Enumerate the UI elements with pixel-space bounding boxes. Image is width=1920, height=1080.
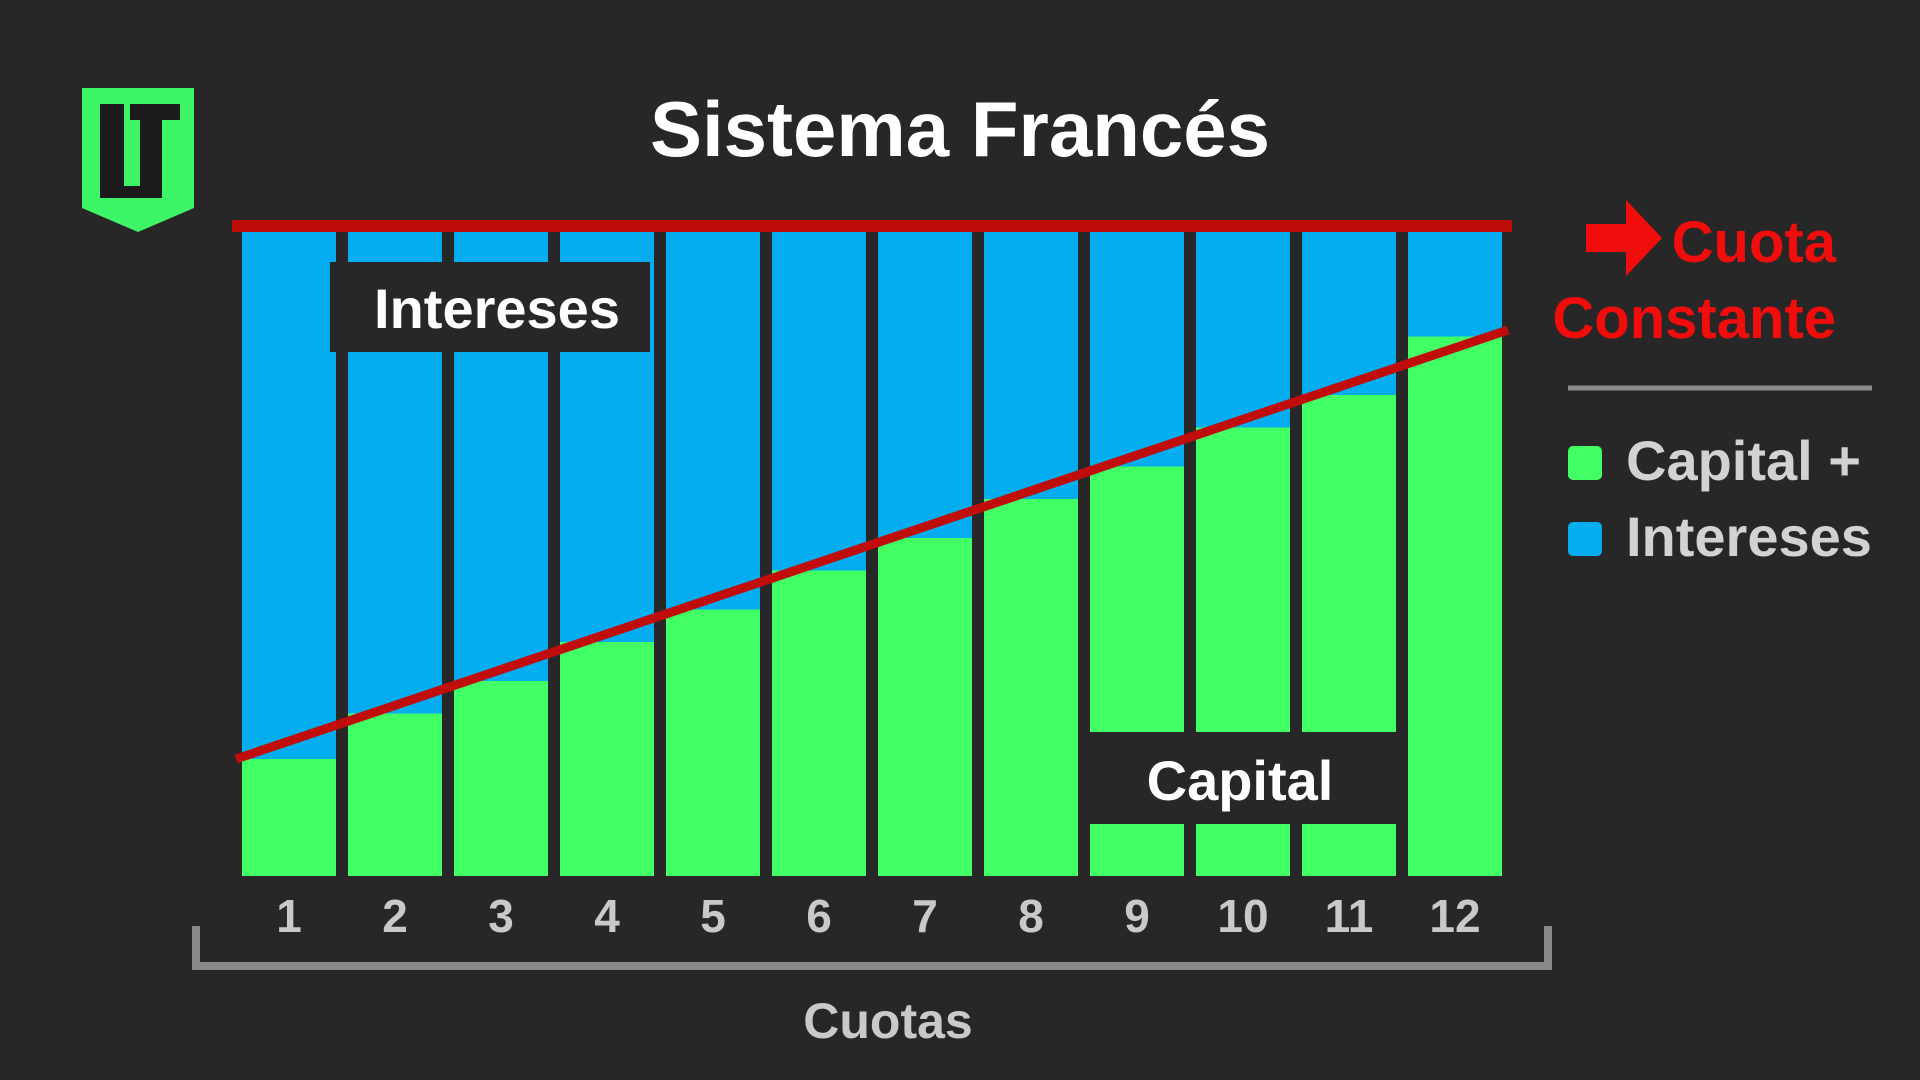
capital-bar bbox=[560, 642, 654, 876]
capital-bar bbox=[242, 759, 336, 876]
cuota-text: Cuota bbox=[1672, 210, 1837, 275]
intereses-bar bbox=[984, 226, 1078, 499]
constante-text: Constante bbox=[1552, 286, 1836, 351]
x-tick-label: 8 bbox=[1018, 890, 1044, 942]
intereses-label: Intereses bbox=[374, 277, 620, 340]
legend-swatch-intereses bbox=[1568, 522, 1602, 556]
capital-bar bbox=[1408, 336, 1502, 876]
intereses-bar bbox=[1196, 226, 1290, 428]
legend-label-capital: Capital + bbox=[1626, 429, 1861, 492]
capital-trend-line bbox=[234, 325, 1510, 764]
intereses-bar bbox=[1090, 226, 1184, 467]
capital-bar bbox=[878, 538, 972, 876]
intereses-bar bbox=[666, 226, 760, 610]
bars-layer: 1 2 3 4 5 6 7 8 9 10 11 12 bbox=[232, 220, 1512, 942]
chart-title: Sistema Francés bbox=[650, 85, 1270, 173]
lt-shield-logo-icon bbox=[82, 88, 194, 232]
x-tick-label: 9 bbox=[1124, 890, 1150, 942]
intereses-label-box: Intereses bbox=[330, 262, 650, 352]
intereses-bar bbox=[1408, 226, 1502, 337]
capital-label-box: Capital bbox=[1088, 732, 1400, 824]
cuota-constante-callout: Cuota Constante bbox=[1552, 200, 1837, 351]
capital-label: Capital bbox=[1147, 749, 1334, 812]
intereses-bar bbox=[242, 226, 336, 759]
intereses-bar bbox=[772, 226, 866, 571]
capital-bar bbox=[666, 609, 760, 876]
x-tick-label: 1 bbox=[276, 890, 302, 942]
x-tick-label: 4 bbox=[594, 890, 620, 942]
capital-bar bbox=[454, 681, 548, 876]
legend-swatch-capital bbox=[1568, 446, 1602, 480]
capital-bar bbox=[348, 713, 442, 876]
right-arrow-icon bbox=[1586, 200, 1662, 276]
capital-bar bbox=[772, 570, 866, 876]
intereses-bar bbox=[878, 226, 972, 538]
x-tick-label: 12 bbox=[1429, 890, 1480, 942]
x-tick-label: 2 bbox=[382, 890, 408, 942]
legend: Capital + Intereses bbox=[1568, 429, 1872, 568]
x-tick-label: 7 bbox=[912, 890, 938, 942]
x-tick-label: 11 bbox=[1325, 890, 1374, 942]
capital-bar bbox=[984, 499, 1078, 876]
x-tick-label: 5 bbox=[700, 890, 726, 942]
x-tick-label: 6 bbox=[806, 890, 832, 942]
x-axis-label: Cuotas bbox=[803, 993, 972, 1049]
x-tick-label: 10 bbox=[1217, 890, 1268, 942]
x-axis-bracket bbox=[192, 926, 1552, 970]
x-tick-label: 3 bbox=[488, 890, 514, 942]
intereses-bar bbox=[1302, 226, 1396, 395]
legend-label-intereses: Intereses bbox=[1626, 505, 1872, 568]
